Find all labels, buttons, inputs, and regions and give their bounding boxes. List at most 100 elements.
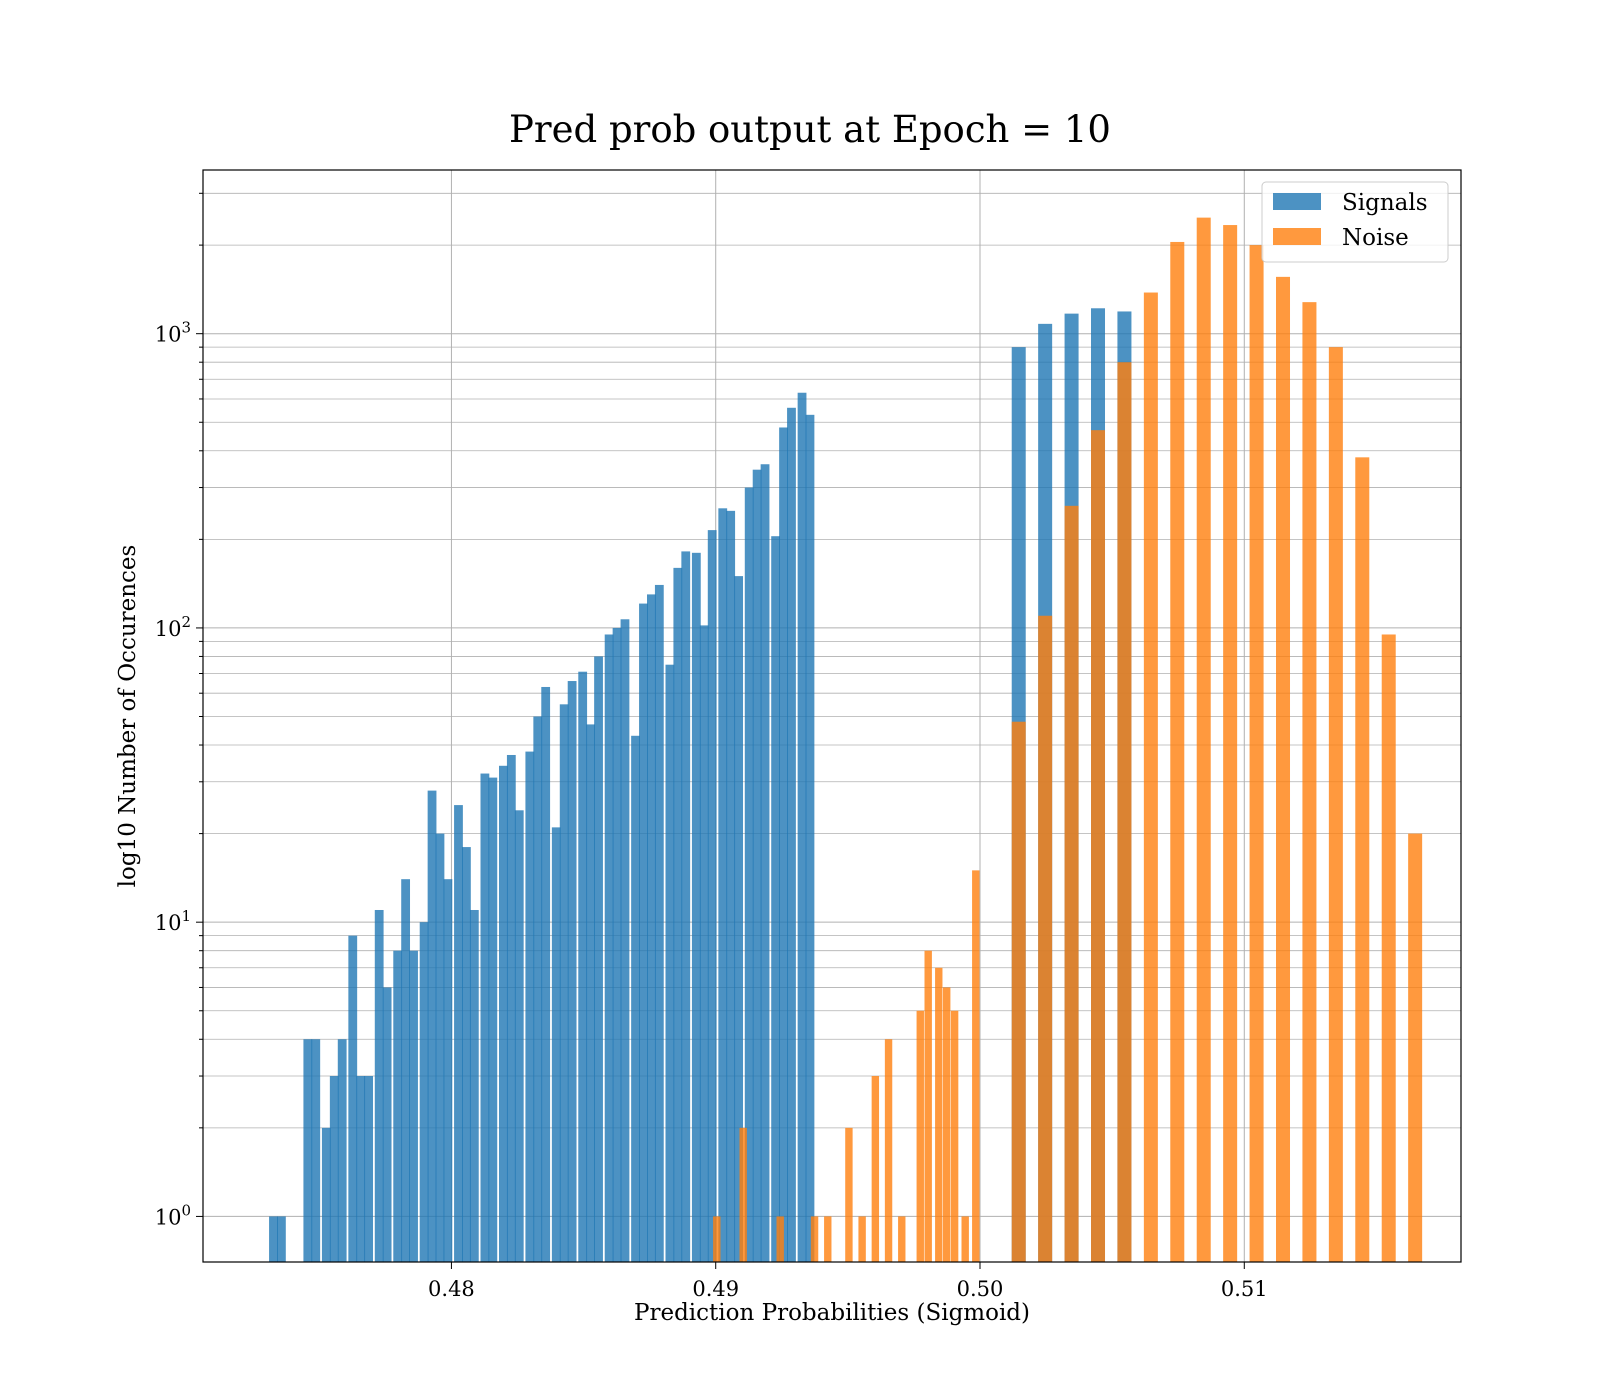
noise-bar xyxy=(1355,457,1370,1262)
signals-bar xyxy=(551,827,561,1262)
signals-bar xyxy=(779,427,788,1263)
signals-bar xyxy=(647,594,656,1262)
chart-title: Pred prob output at Epoch = 10 xyxy=(509,108,1111,151)
signals-bar xyxy=(506,754,516,1262)
noise-bar xyxy=(713,1216,721,1262)
signals-bar xyxy=(462,847,471,1262)
signals-bar xyxy=(604,634,614,1262)
noise-bar xyxy=(924,950,932,1262)
signals-bar xyxy=(469,909,479,1262)
noise-bar xyxy=(824,1216,832,1262)
noise-bar xyxy=(935,967,943,1262)
signals-bar xyxy=(594,656,603,1262)
signals-bar xyxy=(744,487,754,1262)
y-tick-label: 101 xyxy=(155,907,191,935)
signals-bar xyxy=(348,935,358,1262)
noise-bar xyxy=(1170,241,1185,1262)
signals-bar xyxy=(303,1039,313,1262)
signals-bar xyxy=(805,414,815,1262)
signals-bar xyxy=(707,530,717,1262)
signals-bar xyxy=(681,551,691,1262)
plot-frame xyxy=(202,169,1462,1263)
signals-bar xyxy=(356,1076,366,1262)
noise-bar xyxy=(1143,292,1158,1262)
noise-bar xyxy=(943,987,951,1262)
noise-bar xyxy=(1064,505,1079,1263)
signals-bar xyxy=(726,510,736,1262)
signals-bar xyxy=(567,681,577,1262)
signals-bar xyxy=(277,1216,286,1262)
noise-bar xyxy=(1091,430,1106,1262)
signals-bar xyxy=(586,724,596,1262)
y-axis-label: log10 Number of Occurences xyxy=(115,545,141,888)
signals-bar xyxy=(364,1076,374,1262)
noise-bar xyxy=(739,1127,747,1262)
noise-bar xyxy=(1117,362,1132,1262)
legend: Signals Noise xyxy=(1261,181,1449,263)
x-tick-label: 0.49 xyxy=(692,1277,739,1301)
x-axis-label: Prediction Probabilities (Sigmoid) xyxy=(634,1300,1030,1326)
signals-bar xyxy=(691,552,701,1262)
y-tick-label: 102 xyxy=(155,613,191,641)
signals-bar xyxy=(612,627,622,1262)
signals-bar xyxy=(311,1039,321,1262)
noise-bar xyxy=(858,1216,866,1262)
noise-bar xyxy=(884,1039,893,1262)
signals-bar xyxy=(514,810,524,1262)
signals-bar xyxy=(673,567,683,1262)
signals-bar xyxy=(533,716,543,1262)
signals-bar xyxy=(443,879,453,1262)
signals-bar xyxy=(499,765,508,1262)
signals-bar xyxy=(718,508,728,1262)
y-axis: 100 101 102 103 xyxy=(155,192,203,1229)
noise-bar xyxy=(810,1216,819,1262)
signals-bar xyxy=(454,805,463,1262)
x-tick-label: 0.48 xyxy=(428,1277,475,1301)
signals-bar xyxy=(559,704,569,1262)
signals-bar xyxy=(321,1127,331,1262)
signals-bar xyxy=(639,603,648,1262)
noise-bar xyxy=(1249,245,1264,1262)
noise-bar xyxy=(1011,721,1026,1262)
signals-bar xyxy=(654,584,664,1262)
signals-bar xyxy=(382,987,392,1262)
noise-bar xyxy=(961,1216,969,1262)
y-tick-label: 100 xyxy=(155,1201,191,1229)
x-axis: 0.48 0.49 0.50 0.51 xyxy=(428,1262,1268,1301)
noise-bar xyxy=(1038,615,1053,1262)
legend-swatch-signals xyxy=(1273,193,1321,210)
signals-bar xyxy=(699,625,709,1262)
bars xyxy=(269,217,1423,1263)
signals-bar xyxy=(488,777,498,1262)
noise-bar xyxy=(1408,833,1423,1262)
signals-bar xyxy=(427,790,437,1262)
x-tick-label: 0.51 xyxy=(1221,1277,1268,1301)
signals-bar xyxy=(525,751,535,1262)
signals-bar xyxy=(760,464,770,1262)
signals-bar xyxy=(419,922,429,1262)
noise-bar xyxy=(898,1216,906,1262)
noise-bar xyxy=(1328,347,1343,1262)
signals-bar xyxy=(337,1039,347,1262)
noise-bar xyxy=(1276,276,1291,1263)
signals-bar xyxy=(401,879,411,1262)
noise-bar xyxy=(916,1010,924,1262)
x-tick-label: 0.50 xyxy=(957,1277,1004,1301)
signals-bar xyxy=(329,1076,339,1262)
signals-bar xyxy=(734,576,744,1262)
signals-bar xyxy=(541,686,551,1262)
noise-bar xyxy=(1196,217,1211,1262)
signals-bar xyxy=(665,664,675,1262)
noise-bar xyxy=(950,1010,959,1262)
legend-label-noise: Noise xyxy=(1342,225,1409,251)
noise-bar xyxy=(1381,634,1396,1262)
signals-bar xyxy=(393,950,403,1262)
y-tick-label: 103 xyxy=(155,319,191,347)
signals-bar xyxy=(409,950,418,1262)
noise-bar xyxy=(845,1127,853,1262)
noise-bar xyxy=(871,1076,880,1262)
signals-bar xyxy=(620,619,630,1262)
signals-bar xyxy=(578,671,588,1262)
noise-bar xyxy=(1223,225,1238,1263)
noise-bar xyxy=(776,1216,784,1262)
